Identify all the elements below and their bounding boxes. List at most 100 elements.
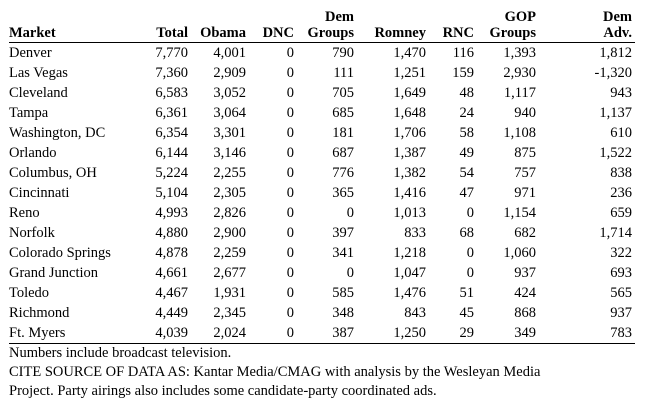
header-row: Market Total Obama DNC Dem Groups Romney R… [9,9,635,43]
column-header: RNC [429,9,477,43]
value-cell: 1,013 [393,205,426,221]
value-cell: 0 [286,285,294,301]
table-row: Colorado Springs 4,878 2,259 0 341 1,218 0 1,06… [9,243,635,263]
value-cell: 682 [514,225,536,241]
value-cell: 0 [346,265,354,281]
value-cell: 1,416 [393,185,426,201]
column-header-line1: Dem [603,9,632,25]
value-cell: 0 [286,265,294,281]
value-cell: 0 [466,265,474,281]
value-cell: 937 [610,305,632,321]
value-cell: 1,060 [503,245,536,261]
value-cell: 1,522 [599,145,632,161]
table-row: Richmond 4,449 2,345 0 348 843 45 868 937 [9,303,635,323]
column-header: Dem Adv. [539,9,635,43]
value-cell: 685 [332,105,354,121]
table-row: Las Vegas 7,360 2,909 0 111 1,251 159 2,930 -1,3… [9,63,635,83]
value-cell: 0 [286,65,294,81]
market-name-cell: Tampa [9,105,49,121]
value-cell: 4,467 [155,285,188,301]
value-cell: 1,251 [393,65,426,81]
value-cell: 4,878 [155,245,188,261]
column-header-line1 [132,9,188,25]
value-cell: 1,047 [393,265,426,281]
value-cell: 1,117 [503,85,536,101]
value-cell: 2,826 [213,205,246,221]
value-cell: 0 [286,185,294,201]
column-header: Obama [191,9,249,43]
value-cell: 868 [514,305,536,321]
value-cell: 0 [466,205,474,221]
value-cell: 1,470 [393,45,426,61]
value-cell: 875 [514,145,536,161]
value-cell: 1,706 [393,125,426,141]
market-name-cell: Grand Junction [9,265,98,281]
value-cell: 1,387 [393,145,426,161]
note-citation-continued: Project. Party airings also includes som… [9,383,437,399]
value-cell: 1,382 [393,165,426,181]
column-header-line2: Groups [489,25,536,41]
value-cell: 1,476 [393,285,426,301]
value-cell: 6,361 [155,105,188,121]
value-cell: 1,812 [599,45,632,61]
column-header-line2: Market [9,25,56,41]
value-cell: 6,583 [155,85,188,101]
value-cell: 693 [610,265,632,281]
table-row: Tampa 6,361 3,064 0 685 1,648 24 940 1,137 [9,103,635,123]
value-cell: 687 [332,145,354,161]
market-name-cell: Richmond [9,305,70,321]
value-cell: 2,259 [213,245,246,261]
value-cell: 7,770 [155,45,188,61]
value-cell: 937 [514,265,536,281]
value-cell: 3,146 [213,145,246,161]
table-notes: Numbers include broadcast television. CI… [9,344,635,401]
value-cell: 4,993 [155,205,188,221]
column-header: Dem Groups [297,9,357,43]
value-cell: 0 [346,205,354,221]
column-header-line2: Adv. [603,25,632,41]
value-cell: 48 [459,85,475,101]
value-cell: 838 [610,165,632,181]
value-cell: 585 [332,285,354,301]
value-cell: 0 [286,45,294,61]
market-name-cell: Reno [9,205,40,221]
value-cell: 4,449 [155,305,188,321]
value-cell: 4,001 [213,45,246,61]
value-cell: 58 [459,125,475,141]
value-cell: 705 [332,85,354,101]
value-cell: 6,354 [155,125,188,141]
value-cell: 0 [286,165,294,181]
value-cell: 4,661 [155,265,188,281]
value-cell: 833 [404,225,426,241]
value-cell: 2,255 [213,165,246,181]
table-row: Cincinnati 5,104 2,305 0 365 1,416 47 971 236 [9,183,635,203]
value-cell: 2,024 [191,323,249,344]
column-header: Romney [357,9,429,43]
value-cell: 116 [452,45,474,61]
value-cell: 971 [514,185,536,201]
table-row: Cleveland 6,583 3,052 0 705 1,649 48 1,117 943 [9,83,635,103]
document: Market Total Obama DNC Dem Groups Romney R… [9,9,635,401]
column-header: Total [129,9,191,43]
value-cell: 5,224 [155,165,188,181]
value-cell: 843 [404,305,426,321]
note-citation: CITE SOURCE OF DATA AS: Kantar Media/CMA… [9,364,541,380]
value-cell: 1,714 [599,225,632,241]
value-cell: 3,064 [213,105,246,121]
value-cell: 0 [286,145,294,161]
value-cell: 1,154 [503,205,536,221]
value-cell: 940 [514,105,536,121]
table-row: Reno 4,993 2,826 0 0 1,013 0 1,154 659 [9,203,635,223]
value-cell: 0 [286,305,294,321]
market-name-cell: Denver [9,45,52,61]
value-cell: 1,393 [503,45,536,61]
value-cell: 2,677 [213,265,246,281]
value-cell: 51 [459,285,475,301]
value-cell: 45 [459,305,475,321]
column-header-line1 [360,9,426,25]
value-cell: 2,345 [213,305,246,321]
value-cell: 565 [610,285,632,301]
value-cell: 776 [332,165,354,181]
value-cell: 4,880 [155,225,188,241]
value-cell: 6,144 [155,145,188,161]
